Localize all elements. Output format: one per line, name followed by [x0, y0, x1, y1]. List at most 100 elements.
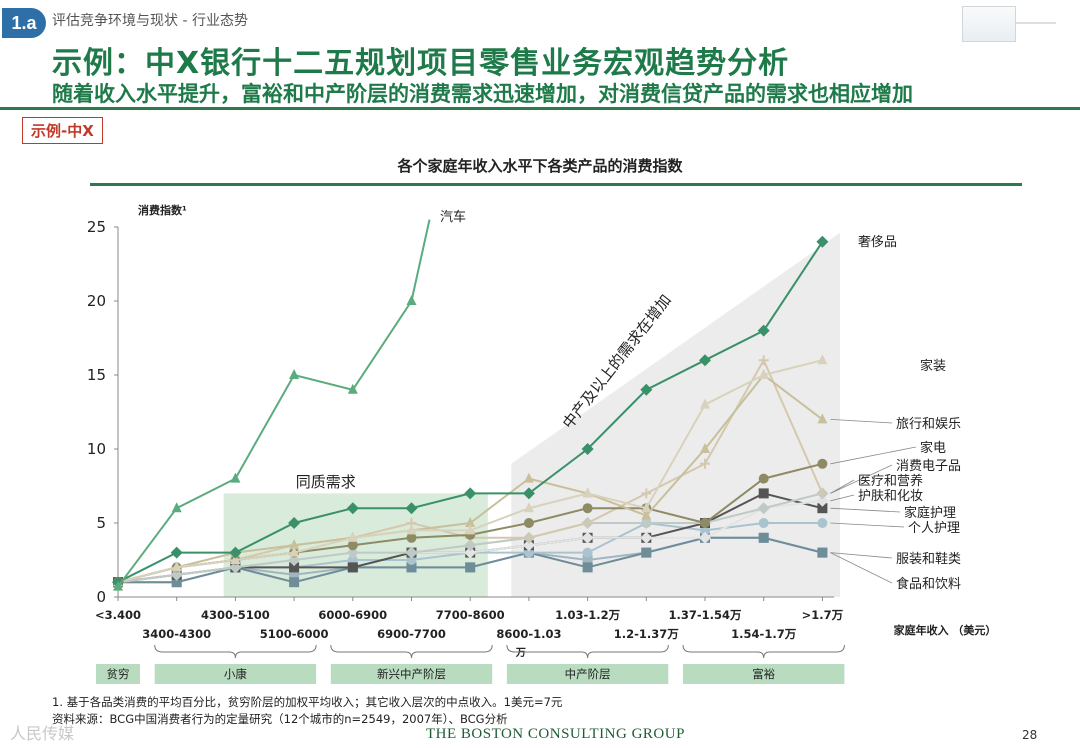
- data-point: [288, 554, 301, 566]
- leader-line: [830, 446, 917, 465]
- x-tick-label: 1.2-1.37万: [614, 627, 680, 641]
- x-tick-label: 8600-1.03: [496, 627, 561, 641]
- data-point: [229, 561, 242, 574]
- data-point: [406, 532, 417, 543]
- data-point: [641, 547, 652, 558]
- series-label: 家装: [920, 358, 946, 374]
- header-divider: [0, 107, 1080, 110]
- data-point: [289, 569, 300, 580]
- y-tick-label: 5: [96, 514, 106, 532]
- data-point: [113, 580, 123, 591]
- data-point: [346, 502, 359, 515]
- leader-line: [830, 507, 901, 513]
- data-point: [229, 546, 242, 559]
- axes: 0 5 10 15 20 25 消费指数¹ <3.400 4300-5100 6000-6900 7…: [87, 203, 997, 684]
- data-point: [700, 458, 710, 469]
- data-point: [464, 487, 477, 500]
- series-label: 家庭护理: [904, 505, 956, 521]
- x-tick-label: 4300-5100: [201, 608, 270, 622]
- y-tick-label: 0: [96, 588, 106, 606]
- group-box: [506, 664, 669, 684]
- data-point: [464, 546, 477, 559]
- series-label: 护肤和化妆: [858, 489, 923, 504]
- data-point: [699, 531, 711, 544]
- leader-line: [830, 494, 855, 502]
- data-point: [171, 561, 182, 572]
- x-tick-label: 6900-7700: [377, 627, 446, 641]
- group-box: [330, 664, 493, 684]
- series-diamond: [112, 235, 829, 589]
- leader-line: [830, 552, 893, 559]
- data-point: [289, 369, 300, 379]
- data-point: [640, 531, 653, 544]
- data-point: [582, 562, 593, 573]
- data-point: [817, 518, 828, 528]
- page-title: 示例：中X银行十二五规划项目零售业务宏观趋势分析: [52, 46, 790, 81]
- series-label: 个人护理: [908, 521, 960, 536]
- data-point: [523, 502, 534, 513]
- x-tick-label-wrap: 万: [515, 647, 526, 659]
- leader-line: [830, 552, 893, 584]
- data-point: [757, 324, 770, 337]
- data-point: [582, 555, 593, 565]
- data-point: [581, 443, 594, 455]
- data-point: [522, 539, 535, 552]
- data-point: [289, 546, 300, 557]
- data-point: [170, 568, 183, 581]
- data-point: [288, 517, 301, 529]
- x-tick-label: 1.54-1.7万: [731, 627, 797, 641]
- data-point: [758, 518, 769, 528]
- group-brace: [330, 644, 493, 659]
- data-point: [406, 562, 417, 573]
- data-point: [758, 532, 769, 543]
- data-point: [641, 502, 652, 513]
- data-point: [641, 509, 652, 520]
- data-point: [582, 518, 593, 528]
- y-tick-label: 25: [87, 218, 106, 236]
- data-point: [816, 494, 829, 507]
- data-point: [758, 488, 769, 499]
- page-subtitle: 随着收入水平提升，富裕和中产阶层的消费需求迅速增加，对消费信贷产品的需求也相应增…: [52, 82, 913, 106]
- chart-title: 各个家庭年收入水平下各类产品的消费指数: [397, 157, 683, 175]
- x-axis-label: 家庭年收入 （美元）: [894, 623, 997, 637]
- source-note: 资料来源：BCG中国消费者行为的定量研究（12个城市的n=2549，2007年）…: [52, 712, 508, 726]
- y-axis-label: 消费指数¹: [138, 203, 187, 217]
- group-brace: [506, 644, 669, 659]
- example-tag: 示例-中X: [22, 117, 103, 144]
- x-tick-label: 1.03-1.2万: [555, 608, 621, 622]
- data-point: [523, 472, 534, 483]
- leader-line: [830, 479, 855, 494]
- leader-line: [830, 522, 905, 528]
- watermark: 人民传媒: [10, 724, 75, 743]
- data-point: [817, 354, 828, 365]
- data-point: [406, 295, 417, 305]
- series-label: 消费电子品: [896, 459, 961, 474]
- thumbnail-rule: [1016, 22, 1056, 24]
- data-point: [817, 488, 828, 499]
- data-point: [347, 540, 358, 551]
- data-point: [523, 532, 534, 543]
- group-label: 新兴中产阶层: [377, 667, 446, 681]
- data-point: [171, 577, 182, 588]
- series-label: 汽车: [440, 209, 466, 225]
- data-point: [582, 547, 593, 558]
- data-point: [465, 517, 476, 527]
- data-point: [817, 503, 828, 514]
- y-tick-label: 15: [87, 366, 106, 384]
- series-label: 医疗和营养: [858, 473, 923, 489]
- group-box: [683, 664, 845, 684]
- brand-name: THE BOSTON CONSULTING GROUP: [426, 726, 685, 742]
- data-point: [405, 502, 418, 515]
- group-label: 贫穷: [107, 667, 130, 681]
- data-point: [817, 413, 828, 424]
- data-point: [405, 546, 418, 559]
- group-brace: [154, 644, 317, 659]
- consumption-index-chart: 0 5 10 15 20 25 消费指数¹ <3.400 4300-5100 6000-6900 7…: [87, 203, 997, 684]
- data-point: [699, 354, 711, 367]
- series-label: 服装和鞋类: [896, 551, 961, 567]
- data-point: [289, 562, 300, 573]
- page-number: 28: [1022, 728, 1038, 742]
- data-point: [170, 546, 183, 559]
- leader-line: [830, 419, 893, 424]
- data-point: [700, 518, 710, 528]
